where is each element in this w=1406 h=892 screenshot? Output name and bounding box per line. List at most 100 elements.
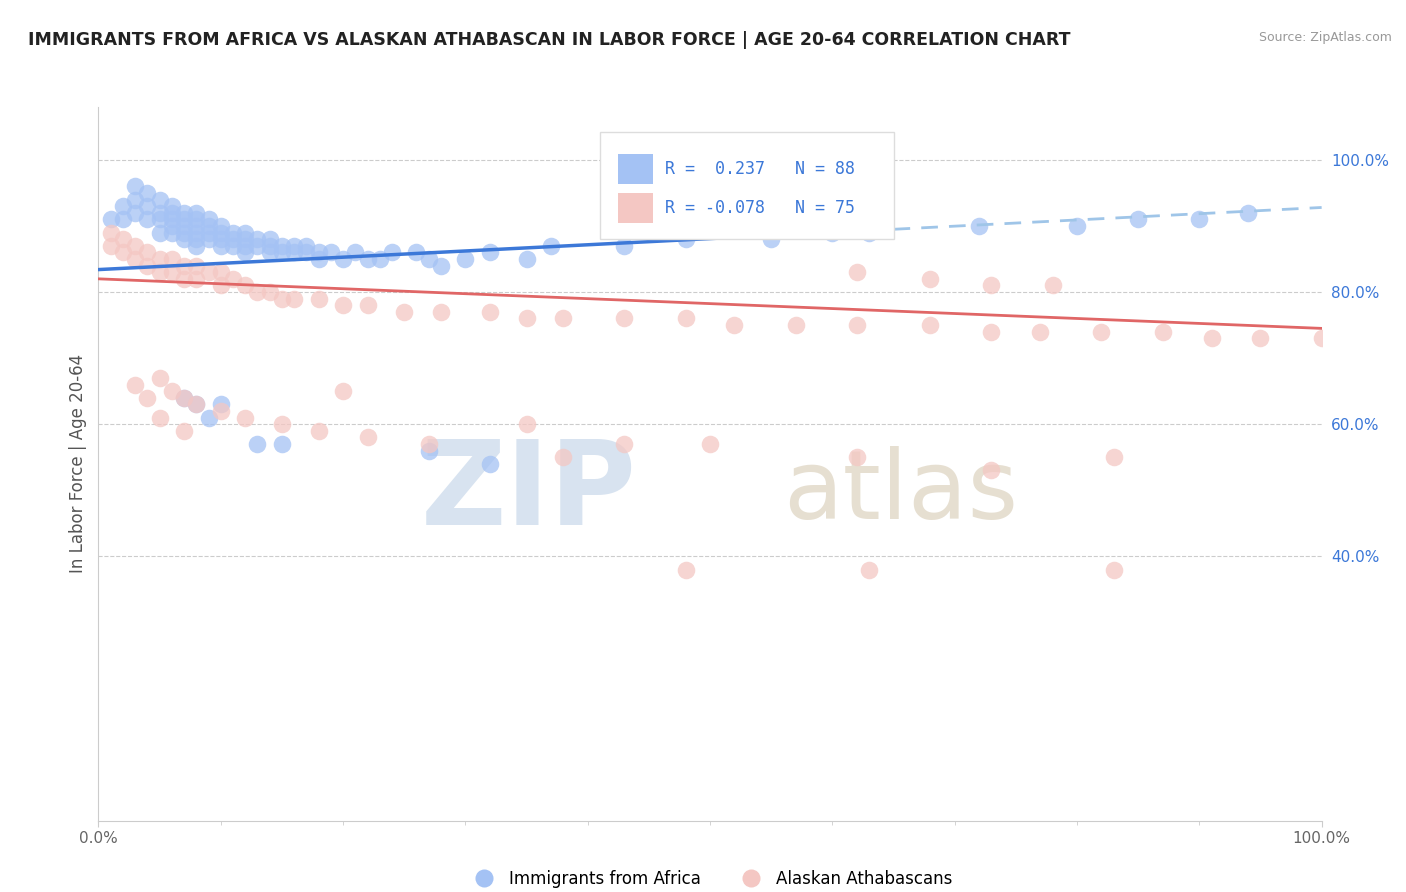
Point xyxy=(149,371,172,385)
Point xyxy=(761,232,783,246)
Point xyxy=(233,239,256,253)
Point xyxy=(197,212,219,227)
Point xyxy=(197,226,219,240)
Point xyxy=(295,239,318,253)
Point xyxy=(308,292,330,306)
Point xyxy=(173,219,195,233)
Point xyxy=(418,437,440,451)
Point xyxy=(920,272,942,286)
Point xyxy=(295,245,318,260)
Point xyxy=(100,212,122,227)
Text: R = -0.078   N = 75: R = -0.078 N = 75 xyxy=(665,199,855,217)
Text: ZIP: ZIP xyxy=(420,435,637,549)
Point xyxy=(1066,219,1088,233)
Point xyxy=(344,245,367,260)
Point xyxy=(209,226,232,240)
Point xyxy=(160,226,183,240)
Point xyxy=(246,437,269,451)
Text: R =  0.237   N = 88: R = 0.237 N = 88 xyxy=(665,161,855,178)
Point xyxy=(259,232,281,246)
Point xyxy=(160,206,183,220)
Point xyxy=(197,232,219,246)
Point xyxy=(100,239,122,253)
Point xyxy=(160,252,183,266)
Point xyxy=(259,285,281,299)
Point xyxy=(136,259,159,273)
Point xyxy=(675,311,697,326)
Point xyxy=(233,232,256,246)
Point xyxy=(186,239,208,253)
Point xyxy=(111,245,134,260)
Point xyxy=(430,305,453,319)
Point xyxy=(515,252,537,266)
Point xyxy=(392,305,416,319)
Point xyxy=(858,563,880,577)
Point xyxy=(136,186,159,200)
Point xyxy=(418,252,440,266)
Point xyxy=(124,252,146,266)
FancyBboxPatch shape xyxy=(619,154,652,184)
Point xyxy=(209,232,232,246)
Point xyxy=(1102,450,1125,465)
Point xyxy=(160,212,183,227)
Point xyxy=(149,206,172,220)
Point xyxy=(173,424,195,438)
Point xyxy=(270,239,294,253)
Point xyxy=(356,298,378,312)
Point xyxy=(186,259,208,273)
Point xyxy=(186,397,208,411)
Point xyxy=(967,219,990,233)
Point xyxy=(136,391,159,405)
Point xyxy=(124,179,146,194)
Y-axis label: In Labor Force | Age 20-64: In Labor Force | Age 20-64 xyxy=(69,354,87,574)
Point xyxy=(553,311,575,326)
Point xyxy=(980,278,1002,293)
Point xyxy=(136,199,159,213)
Point xyxy=(197,265,219,279)
Point xyxy=(478,245,501,260)
Point xyxy=(209,239,232,253)
Point xyxy=(980,463,1002,477)
Point xyxy=(980,325,1002,339)
Point xyxy=(613,239,636,253)
Point xyxy=(136,245,159,260)
Point xyxy=(136,212,159,227)
Point xyxy=(160,384,183,399)
Point xyxy=(124,193,146,207)
Point xyxy=(515,311,537,326)
Legend: Immigrants from Africa, Alaskan Athabascans: Immigrants from Africa, Alaskan Athabasc… xyxy=(461,863,959,892)
Point xyxy=(553,450,575,465)
Point xyxy=(160,219,183,233)
Point xyxy=(233,245,256,260)
Text: atlas: atlas xyxy=(783,446,1018,539)
Point xyxy=(356,430,378,444)
Point xyxy=(186,272,208,286)
Point xyxy=(454,252,477,266)
Point xyxy=(259,245,281,260)
Point xyxy=(283,245,305,260)
Point xyxy=(149,265,172,279)
Point xyxy=(270,292,294,306)
Point xyxy=(111,199,134,213)
Point xyxy=(478,305,501,319)
Point xyxy=(332,252,354,266)
Point xyxy=(430,259,453,273)
Point xyxy=(1090,325,1112,339)
Point xyxy=(308,252,330,266)
Point xyxy=(381,245,404,260)
Point xyxy=(209,278,232,293)
Point xyxy=(270,437,294,451)
Point xyxy=(1237,206,1260,220)
Point xyxy=(845,450,868,465)
Point xyxy=(675,563,697,577)
Point xyxy=(405,245,427,260)
Point xyxy=(283,292,305,306)
Point xyxy=(821,226,844,240)
Point xyxy=(246,239,269,253)
Point xyxy=(233,226,256,240)
Point xyxy=(1029,325,1052,339)
Point xyxy=(1102,563,1125,577)
Point xyxy=(209,265,232,279)
Point xyxy=(197,410,219,425)
Point xyxy=(246,285,269,299)
